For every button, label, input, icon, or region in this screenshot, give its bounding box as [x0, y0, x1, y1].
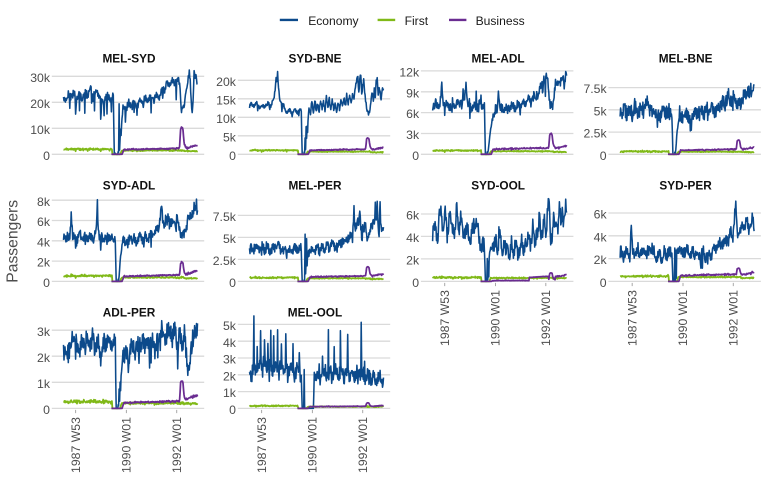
svg-text:0: 0	[600, 276, 607, 290]
svg-text:20k: 20k	[30, 97, 51, 111]
svg-text:SYD-OOL: SYD-OOL	[471, 179, 525, 193]
svg-text:9k: 9k	[406, 86, 420, 100]
svg-text:1990 W01: 1990 W01	[306, 417, 320, 473]
svg-text:1987 W53: 1987 W53	[625, 290, 639, 346]
svg-text:MEL-ADL: MEL-ADL	[472, 52, 525, 66]
svg-text:0: 0	[600, 149, 607, 163]
svg-text:4k: 4k	[223, 336, 237, 350]
svg-text:8k: 8k	[37, 195, 51, 209]
svg-text:5k: 5k	[223, 319, 237, 333]
svg-text:Business: Business	[476, 14, 525, 28]
svg-text:20k: 20k	[216, 75, 237, 89]
svg-text:7.5k: 7.5k	[583, 82, 607, 96]
svg-text:3k: 3k	[223, 353, 237, 367]
svg-text:5k: 5k	[223, 130, 237, 144]
svg-text:SYD-ADL: SYD-ADL	[103, 179, 155, 193]
svg-text:2.5k: 2.5k	[583, 127, 607, 141]
svg-text:7.5k: 7.5k	[213, 210, 237, 224]
svg-text:0: 0	[229, 276, 236, 290]
svg-text:MEL-SYD: MEL-SYD	[102, 52, 156, 66]
svg-text:0: 0	[43, 149, 50, 163]
svg-text:10k: 10k	[30, 123, 51, 137]
svg-text:6k: 6k	[37, 215, 51, 229]
svg-text:10k: 10k	[216, 112, 237, 126]
svg-text:2.5k: 2.5k	[213, 254, 237, 268]
svg-text:ADL-PER: ADL-PER	[103, 306, 156, 320]
svg-text:4k: 4k	[594, 230, 608, 244]
svg-text:15k: 15k	[216, 93, 237, 107]
svg-text:1992 W01: 1992 W01	[539, 290, 553, 346]
svg-text:1992 W01: 1992 W01	[170, 417, 184, 473]
svg-text:6k: 6k	[594, 208, 608, 222]
svg-text:30k: 30k	[30, 71, 51, 85]
svg-text:1990 W01: 1990 W01	[120, 417, 134, 473]
svg-text:1k: 1k	[223, 386, 237, 400]
svg-text:0: 0	[229, 149, 236, 163]
svg-text:0: 0	[43, 276, 50, 290]
svg-text:6k: 6k	[406, 209, 420, 223]
svg-text:SYD-PER: SYD-PER	[659, 179, 712, 193]
svg-text:12k: 12k	[399, 66, 420, 80]
svg-text:1987 W53: 1987 W53	[255, 417, 269, 473]
svg-text:2k: 2k	[37, 256, 51, 270]
svg-text:1990 W01: 1990 W01	[676, 290, 690, 346]
svg-text:2k: 2k	[37, 351, 51, 365]
svg-text:2k: 2k	[223, 369, 237, 383]
svg-text:5k: 5k	[594, 104, 608, 118]
svg-text:1992 W01: 1992 W01	[727, 290, 741, 346]
svg-text:0: 0	[412, 276, 419, 290]
svg-text:3k: 3k	[406, 128, 420, 142]
svg-text:4k: 4k	[37, 235, 51, 249]
svg-text:1990 W01: 1990 W01	[489, 290, 503, 346]
svg-text:Passengers: Passengers	[5, 200, 22, 283]
svg-text:1k: 1k	[37, 377, 51, 391]
svg-text:6k: 6k	[406, 107, 420, 121]
svg-text:MEL-PER: MEL-PER	[288, 179, 342, 193]
svg-text:0: 0	[412, 149, 419, 163]
svg-text:5k: 5k	[223, 232, 237, 246]
svg-text:3k: 3k	[37, 325, 51, 339]
svg-text:MEL-OOL: MEL-OOL	[288, 306, 342, 320]
svg-text:Economy: Economy	[308, 14, 359, 28]
svg-text:2k: 2k	[406, 254, 420, 268]
svg-text:0: 0	[43, 403, 50, 417]
svg-text:First: First	[405, 14, 429, 28]
svg-text:1987 W53: 1987 W53	[69, 417, 83, 473]
svg-text:MEL-BNE: MEL-BNE	[659, 52, 713, 66]
svg-text:4k: 4k	[406, 231, 420, 245]
svg-text:2k: 2k	[594, 253, 608, 267]
svg-text:1987 W53: 1987 W53	[438, 290, 452, 346]
svg-text:0: 0	[229, 403, 236, 417]
svg-text:SYD-BNE: SYD-BNE	[288, 52, 341, 66]
svg-text:1992 W01: 1992 W01	[356, 417, 370, 473]
